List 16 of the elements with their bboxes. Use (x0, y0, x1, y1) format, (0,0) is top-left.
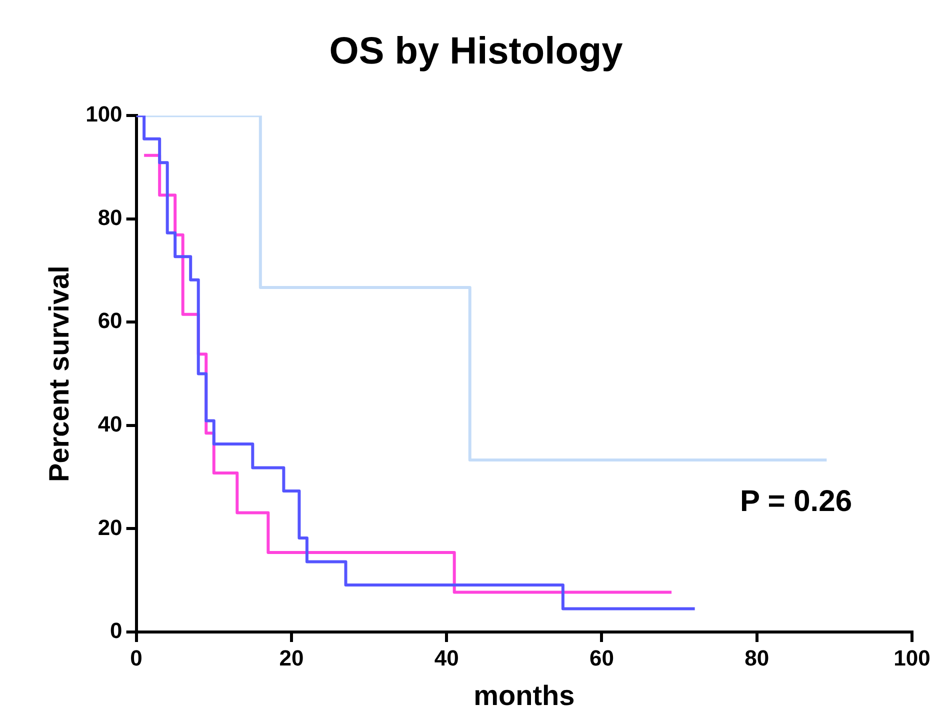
y-tick-label: 100 (86, 102, 122, 127)
x-tick-label: 0 (130, 645, 142, 670)
annotation: P = 0.26 (740, 485, 852, 518)
y-axis-title: Percent survival (44, 266, 75, 482)
y-tick-label: 60 (98, 308, 122, 334)
x-tick-label: 20 (279, 645, 304, 670)
y-tick-label: 40 (98, 412, 122, 437)
chart-title: OS by Histology (329, 30, 623, 72)
x-tick-label: 80 (744, 645, 770, 670)
x-tick-label: 60 (589, 645, 614, 670)
x-tick-label: 40 (434, 645, 459, 670)
y-tick-label: 20 (98, 514, 122, 540)
y-tick-label: 0 (110, 618, 122, 644)
y-tick-label: 80 (98, 204, 122, 230)
x-tick-label: 100 (894, 645, 930, 670)
x-axis-title: months (474, 680, 575, 711)
